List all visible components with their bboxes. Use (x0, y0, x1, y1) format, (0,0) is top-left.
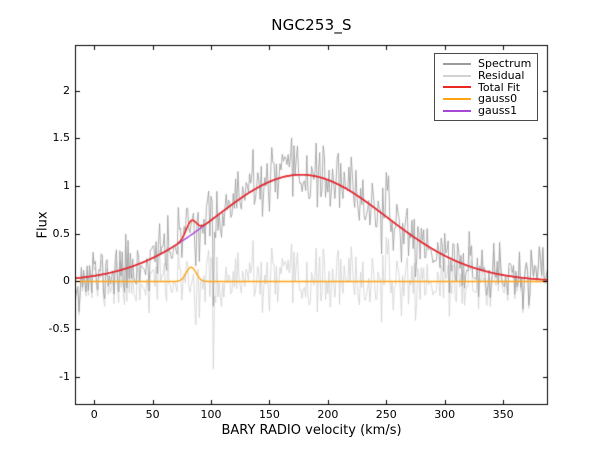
legend-item-spectrum: Spectrum (435, 58, 537, 70)
spectrum-line-swatch (443, 62, 471, 65)
gauss0-line-swatch (443, 98, 471, 101)
residual-line-swatch (443, 74, 471, 77)
legend-label: Spectrum (478, 57, 532, 70)
legend-label: gauss0 (478, 92, 518, 106)
legend-item-gauss0: gauss0 (435, 93, 537, 105)
y-tick-label: 0.5 (52, 226, 71, 240)
x-tick-label: 250 (375, 408, 397, 421)
legend-item-total-fit: Total Fit (435, 80, 537, 94)
x-tick-label: 350 (492, 408, 514, 421)
x-tick-label: 300 (434, 408, 456, 421)
chart-title: NGC253_S (271, 16, 352, 34)
y-tick-label: 2 (63, 83, 70, 97)
legend-label: Total Fit (478, 80, 521, 94)
y-tick-label: 1 (63, 179, 70, 193)
legend-item-gauss1: gauss1 (435, 105, 537, 117)
x-tick-label: 150 (258, 408, 280, 421)
x-tick-label: 0 (90, 408, 98, 421)
legend: Spectrum Residual Total Fit gauss0 gauss… (434, 53, 538, 121)
x-tick-label: 100 (200, 408, 222, 421)
y-tick-label: 1.5 (52, 131, 71, 145)
x-tick-label: 200 (317, 408, 339, 421)
x-tick-label: 50 (145, 408, 160, 421)
x-axis-label: BARY RADIO velocity (km/s) (221, 423, 402, 438)
legend-label: Residual (478, 68, 525, 82)
gauss1-line-swatch (443, 110, 471, 113)
y-tick-label: -0.5 (48, 322, 70, 336)
legend-label: gauss1 (478, 104, 518, 118)
y-tick-label: 0 (63, 274, 70, 288)
total-fit-line-swatch (443, 86, 471, 89)
legend-item-residual: Residual (435, 68, 537, 82)
y-tick-label: -1 (59, 369, 70, 383)
